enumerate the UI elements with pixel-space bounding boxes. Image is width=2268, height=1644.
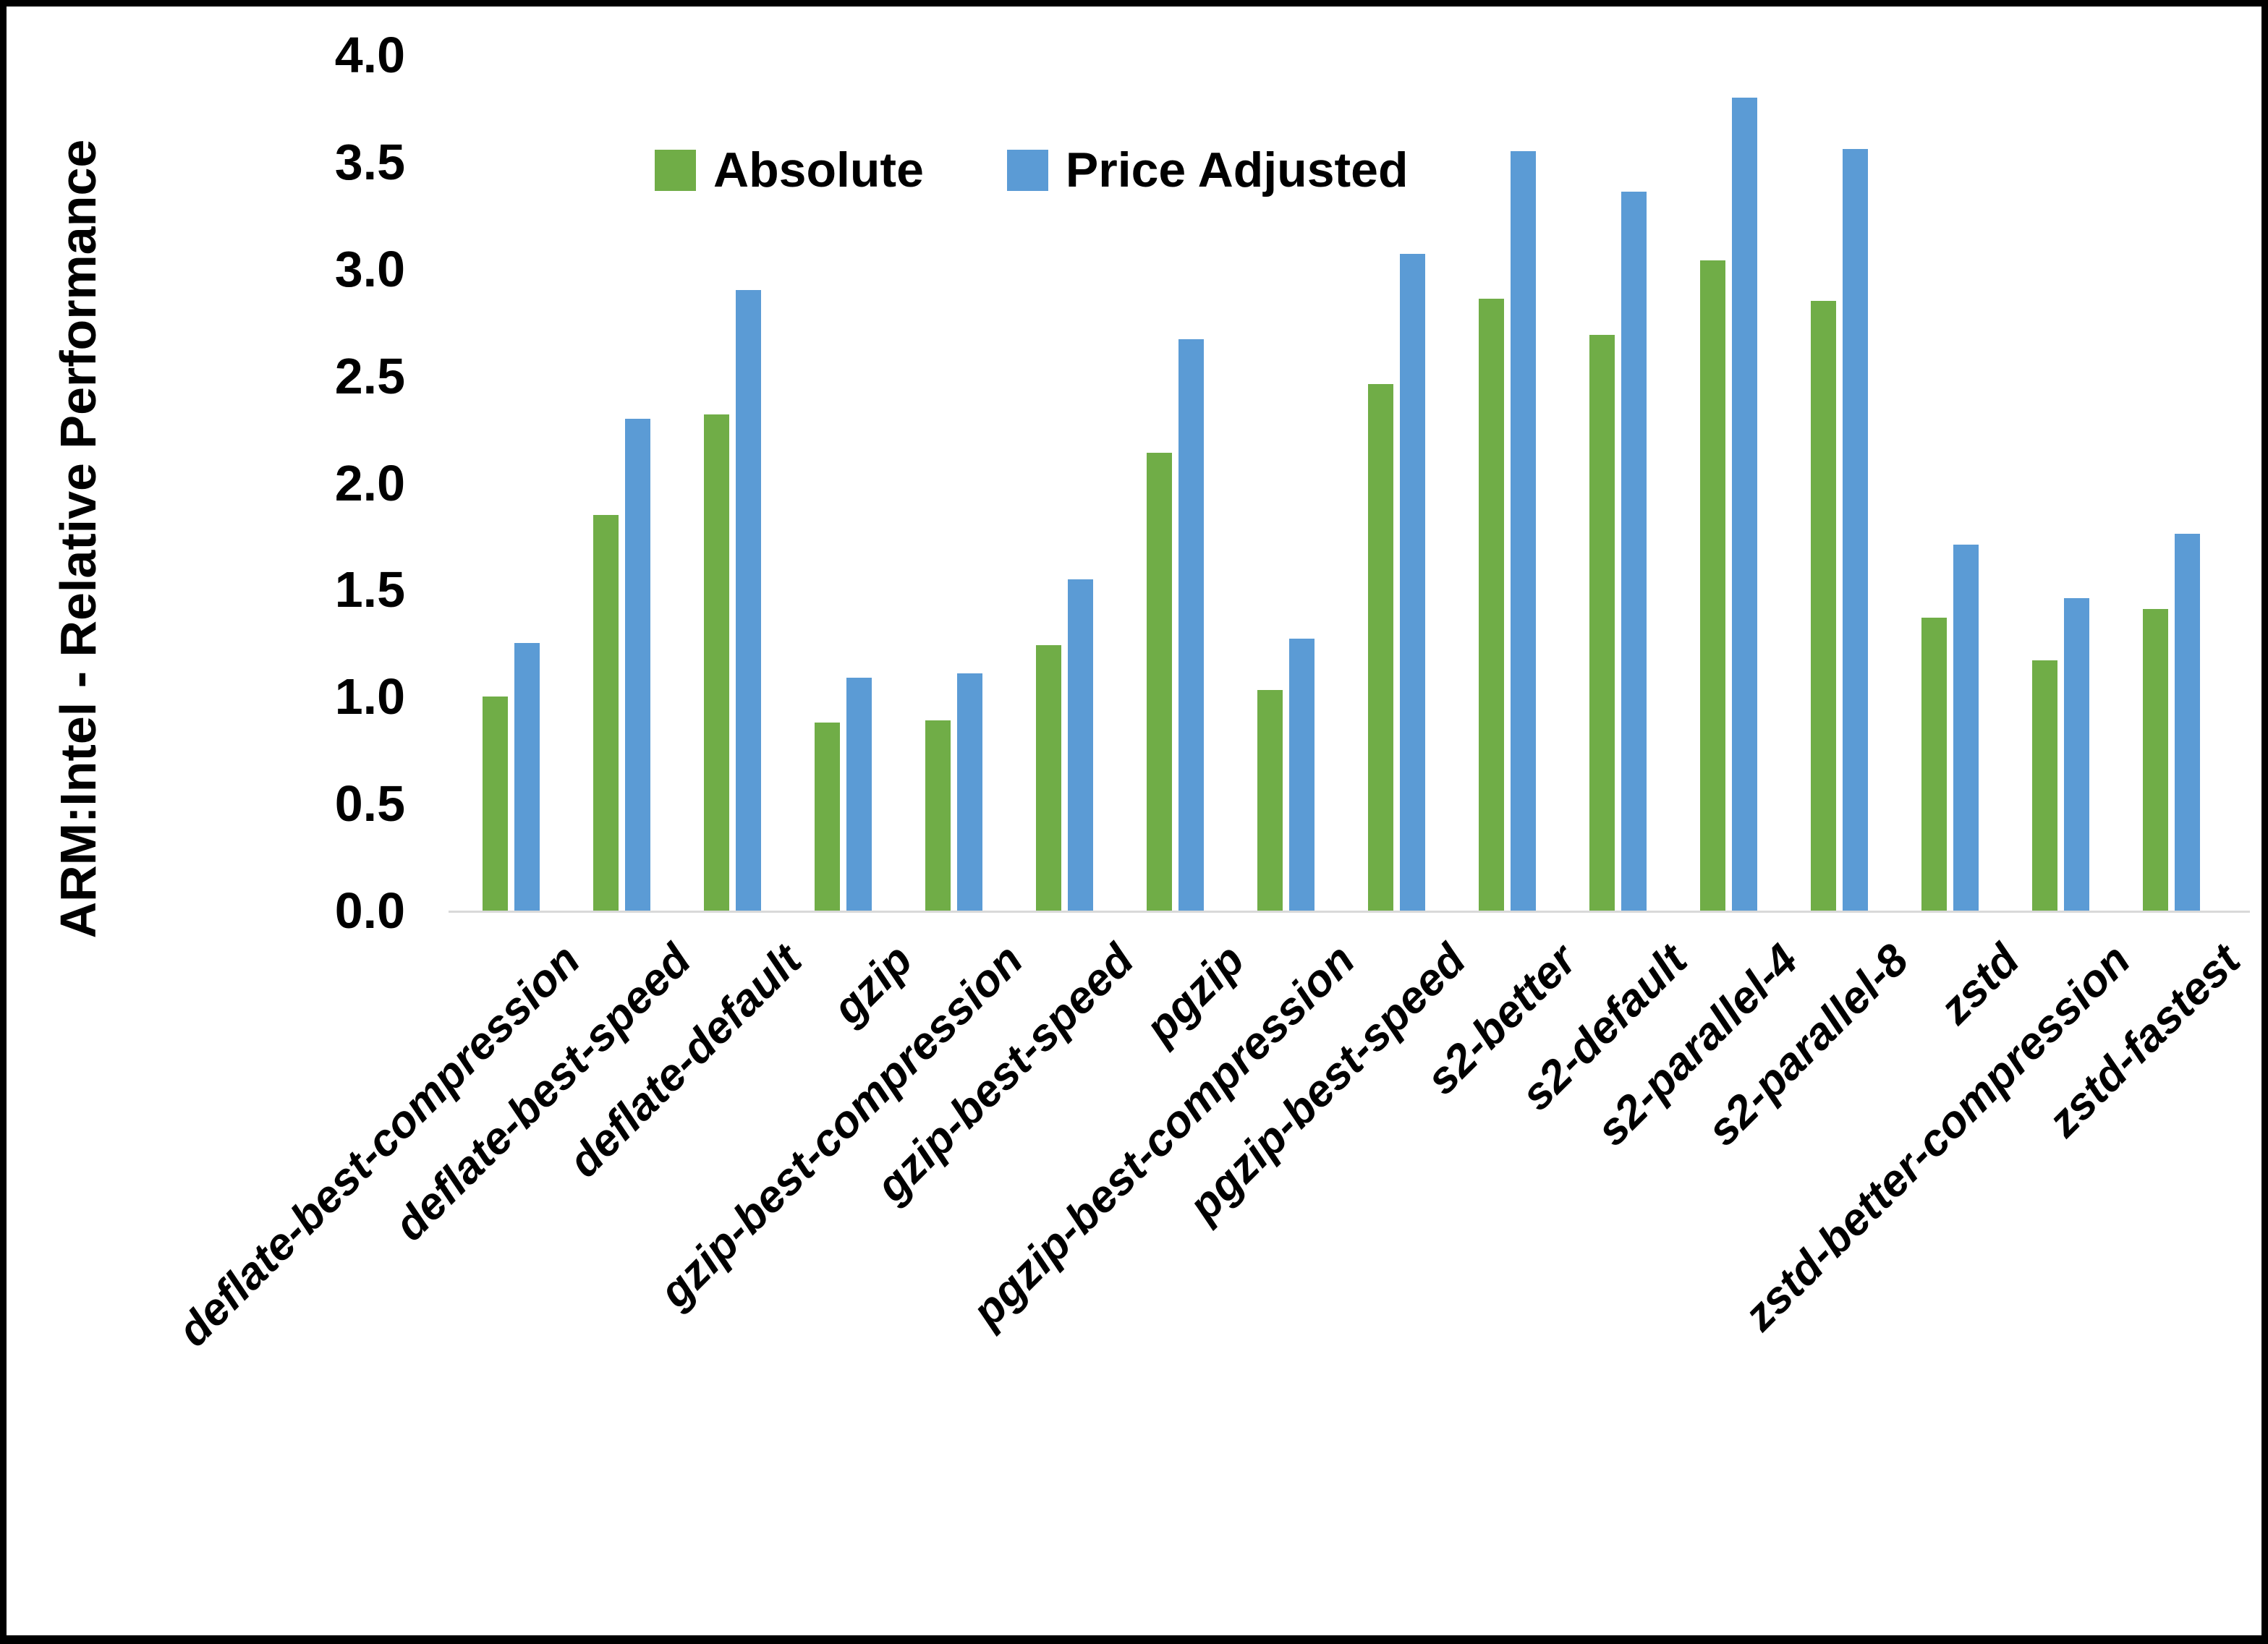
bar-absolute-gzip-best-speed xyxy=(1036,645,1061,911)
bar-group-deflate-default xyxy=(704,55,761,911)
legend-label-price-adjusted: Price Adjusted xyxy=(1065,142,1409,197)
y-tick-label: 0.5 xyxy=(334,775,405,832)
bar-group-zstd-fastest xyxy=(2143,55,2200,911)
bar-group-s2-better xyxy=(1479,55,1536,911)
bar-group-gzip-best-speed xyxy=(1036,55,1093,911)
bar-price-adjusted-pgzip xyxy=(1178,339,1204,911)
bar-price-adjusted-s2-parallel-8 xyxy=(1843,149,1868,911)
bar-price-adjusted-s2-default xyxy=(1621,192,1647,911)
bar-group-gzip-best-compression xyxy=(925,55,982,911)
legend-item-price-adjusted: Price Adjusted xyxy=(1006,142,1409,198)
legend-label-absolute: Absolute xyxy=(713,142,924,197)
bar-absolute-zstd xyxy=(1921,617,1947,911)
y-tick-label: 2.0 xyxy=(334,454,405,511)
bar-group-gzip xyxy=(815,55,872,911)
bar-price-adjusted-s2-better xyxy=(1511,151,1536,911)
bar-group-deflate-best-compression xyxy=(483,55,540,911)
bar-absolute-deflate-best-compression xyxy=(483,697,508,911)
y-tick-label: 2.5 xyxy=(334,347,405,404)
legend-swatch-price-adjusted-icon xyxy=(1006,149,1048,191)
bar-group-zstd-better-compression xyxy=(2032,55,2089,911)
bar-price-adjusted-deflate-best-compression xyxy=(514,643,540,911)
bar-group-pgzip-best-compression xyxy=(1257,55,1314,911)
bar-absolute-deflate-default xyxy=(704,414,729,911)
bar-price-adjusted-deflate-best-speed xyxy=(625,418,650,911)
bar-price-adjusted-zstd xyxy=(1953,545,1979,911)
y-tick-label: 0.0 xyxy=(334,882,405,939)
bar-absolute-pgzip-best-compression xyxy=(1257,690,1283,911)
bar-price-adjusted-gzip-best-compression xyxy=(957,673,982,911)
legend-item-absolute: Absolute xyxy=(655,142,924,198)
legend: Absolute Price Adjusted xyxy=(655,142,1409,198)
x-axis-label-zstd: zstd xyxy=(1930,934,2029,1034)
bar-absolute-pgzip-best-speed xyxy=(1368,384,1393,911)
bar-absolute-gzip xyxy=(815,722,840,911)
x-axis-label-gzip: gzip xyxy=(823,934,922,1034)
bar-price-adjusted-s2-parallel-4 xyxy=(1732,98,1757,911)
y-tick-label: 3.5 xyxy=(334,133,405,190)
x-axis-line xyxy=(449,911,2250,913)
bar-group-deflate-best-speed xyxy=(593,55,650,911)
y-tick-label: 3.0 xyxy=(334,240,405,297)
bar-price-adjusted-gzip xyxy=(846,677,872,911)
bar-absolute-s2-parallel-4 xyxy=(1700,260,1725,911)
bar-group-pgzip xyxy=(1147,55,1204,911)
bar-group-pgzip-best-speed xyxy=(1368,55,1425,911)
bar-price-adjusted-zstd-better-compression xyxy=(2064,598,2089,911)
legend-swatch-absolute-icon xyxy=(655,149,696,191)
bar-group-s2-parallel-8 xyxy=(1811,55,1868,911)
bar-absolute-s2-default xyxy=(1589,335,1615,911)
bar-absolute-zstd-fastest xyxy=(2143,609,2168,911)
bar-absolute-deflate-best-speed xyxy=(593,514,619,911)
bar-absolute-zstd-better-compression xyxy=(2032,660,2057,911)
y-axis-title: ARM:Intel - Relative Performance xyxy=(50,139,106,939)
plot-area xyxy=(449,55,2250,913)
y-tick-label: 1.0 xyxy=(334,668,405,725)
bar-group-zstd xyxy=(1921,55,1979,911)
bar-group-s2-parallel-4 xyxy=(1700,55,1757,911)
y-tick-label: 1.5 xyxy=(334,561,405,618)
bar-price-adjusted-gzip-best-speed xyxy=(1068,579,1093,911)
bar-price-adjusted-pgzip-best-compression xyxy=(1289,639,1314,911)
bar-absolute-s2-better xyxy=(1479,299,1504,911)
x-axis-label-deflate-best-compression: deflate-best-compression xyxy=(169,934,590,1357)
bar-absolute-pgzip xyxy=(1147,453,1172,911)
bar-price-adjusted-zstd-fastest xyxy=(2175,534,2200,911)
bar-group-s2-default xyxy=(1589,55,1647,911)
bar-absolute-gzip-best-compression xyxy=(925,720,951,911)
bar-price-adjusted-pgzip-best-speed xyxy=(1400,254,1425,911)
bar-price-adjusted-deflate-default xyxy=(736,290,761,911)
y-tick-label: 4.0 xyxy=(334,27,405,83)
bar-absolute-s2-parallel-8 xyxy=(1811,301,1836,911)
